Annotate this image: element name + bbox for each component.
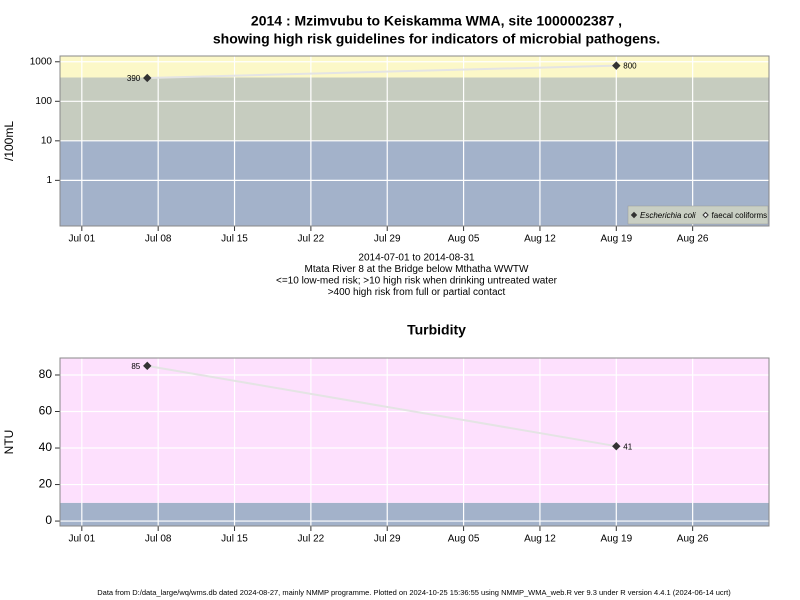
y-tick-label: 0: [45, 513, 52, 527]
caption-note: >400 high risk from full or partial cont…: [328, 287, 506, 298]
data-label: 85: [131, 362, 140, 371]
x-tick-label: Aug 19: [600, 534, 632, 545]
risk-band: [60, 358, 769, 503]
y-tick-label: 1000: [30, 56, 53, 67]
data-point: [612, 441, 621, 451]
y-tick-label: 80: [39, 367, 53, 381]
caption-note: <=10 low-med risk; >10 high risk when dr…: [276, 276, 558, 287]
series-line: [147, 364, 617, 448]
x-tick-label: Jul 01: [68, 534, 95, 545]
y-tick-label: 10: [41, 135, 53, 146]
x-tick-label: Jul 01: [68, 234, 95, 245]
x-tick-label: Jul 08: [145, 234, 172, 245]
legend-label: faecal coliforms: [712, 211, 768, 220]
data-point: [612, 61, 621, 70]
legend-marker: [702, 211, 709, 219]
risk-band: [60, 56, 769, 78]
legend-box: [627, 205, 769, 225]
x-tick-label: Aug 05: [448, 234, 480, 245]
x-tick-label: Jul 22: [298, 534, 325, 545]
x-tick-label: Aug 12: [524, 534, 556, 545]
legend-marker: [630, 211, 638, 219]
series-line: [147, 64, 617, 79]
y-tick-label: 1: [46, 175, 52, 186]
data-label: 390: [127, 74, 141, 83]
x-tick-label: Aug 26: [677, 534, 709, 545]
x-tick-label: Aug 12: [524, 234, 556, 245]
chart-title: Turbidity: [407, 322, 466, 338]
y-axis-label: NTU: [2, 430, 16, 455]
x-tick-label: Jul 22: [298, 234, 325, 245]
y-axis-label: /100mL: [2, 121, 16, 161]
risk-band: [60, 77, 769, 141]
x-tick-label: Jul 08: [145, 534, 172, 545]
x-tick-label: Jul 15: [221, 534, 248, 545]
caption-note: Mtata River 8 at the Bridge below Mthath…: [305, 264, 530, 275]
footer: Data from D:/data_large/wq/wms.db dated …: [97, 588, 731, 597]
x-tick-label: Aug 19: [600, 234, 632, 245]
data-label: 800: [623, 62, 637, 71]
plot-frame: [59, 357, 770, 527]
y-tick-label: 100: [35, 96, 52, 107]
data-label: 41: [623, 442, 632, 451]
legend-label: Escherichia coli: [640, 211, 696, 220]
chart-title: showing high risk guidelines for indicat…: [213, 31, 660, 47]
x-tick-label: Aug 05: [448, 534, 480, 545]
x-tick-label: Aug 26: [677, 234, 709, 245]
data-point: [143, 73, 152, 83]
x-tick-label: Jul 29: [374, 534, 401, 545]
y-tick-label: 40: [39, 440, 53, 454]
y-tick-label: 20: [39, 477, 53, 491]
caption-note: 2014-07-01 to 2014-08-31: [358, 253, 475, 264]
x-tick-label: Jul 15: [221, 234, 248, 245]
data-point: [143, 361, 152, 371]
plot-frame: [59, 55, 770, 227]
x-tick-label: Jul 29: [374, 234, 401, 245]
y-tick-label: 60: [39, 404, 53, 418]
risk-band: [60, 502, 769, 526]
chart-title: 2014 : Mzimvubu to Keiskamma WMA, site 1…: [251, 13, 622, 29]
